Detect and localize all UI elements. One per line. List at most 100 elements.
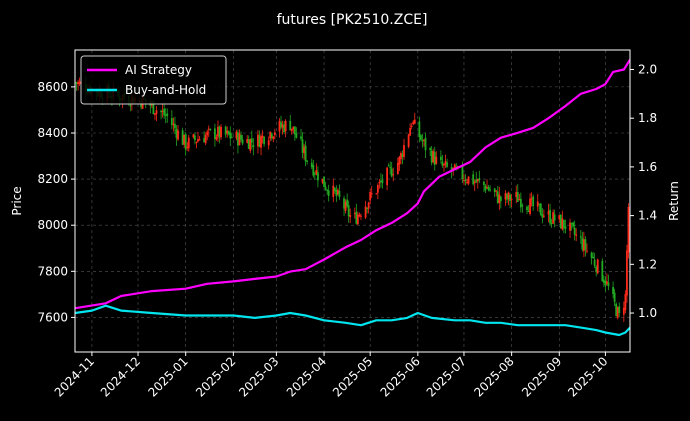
candle-body bbox=[450, 167, 453, 171]
candle-body bbox=[507, 192, 510, 200]
candle-body bbox=[258, 135, 261, 148]
candle-body bbox=[326, 189, 329, 191]
candle-body bbox=[358, 214, 361, 216]
candle-body bbox=[413, 119, 416, 124]
candle-body bbox=[453, 164, 456, 170]
candle-body bbox=[582, 239, 585, 251]
candle-body bbox=[152, 100, 155, 114]
candle-body bbox=[581, 238, 584, 250]
candle-body bbox=[616, 307, 619, 318]
candle-body bbox=[364, 206, 367, 218]
candle-body bbox=[160, 110, 162, 113]
candle-body bbox=[515, 192, 518, 197]
candle-body bbox=[398, 156, 401, 165]
candle-body bbox=[526, 206, 528, 210]
candle-body bbox=[293, 126, 296, 135]
candle-body bbox=[418, 121, 421, 138]
series-line-buy-and-hold bbox=[75, 304, 630, 337]
candle-body bbox=[283, 124, 285, 133]
y2-tick-label: 2.0 bbox=[638, 62, 657, 76]
candle-body bbox=[184, 134, 187, 150]
chart-title: futures [PK2510.ZCE] bbox=[277, 12, 428, 28]
series-line-ai-strategy bbox=[75, 59, 630, 310]
candle-body bbox=[272, 136, 275, 139]
candle-body bbox=[624, 294, 627, 311]
candle-body bbox=[618, 306, 621, 314]
candle-body bbox=[366, 207, 369, 209]
candle-body bbox=[175, 128, 178, 138]
candle-body bbox=[263, 136, 265, 145]
candle-body bbox=[510, 198, 513, 200]
candle-body bbox=[389, 166, 392, 168]
candle-body bbox=[240, 135, 242, 140]
candle-body bbox=[338, 190, 341, 198]
candle-body bbox=[281, 124, 284, 128]
candle-body bbox=[360, 215, 362, 217]
candle-body bbox=[509, 194, 511, 202]
candle-body bbox=[170, 118, 173, 125]
candle-body bbox=[595, 266, 598, 273]
candle-body bbox=[466, 181, 468, 183]
candle-body bbox=[518, 199, 521, 201]
candle-body bbox=[472, 174, 475, 185]
y-tick-label: 8400 bbox=[37, 126, 68, 140]
candle-body bbox=[204, 135, 207, 144]
candle-body bbox=[521, 205, 524, 207]
candle-body bbox=[561, 218, 564, 230]
candle-body bbox=[269, 131, 272, 139]
candle-body bbox=[607, 282, 610, 287]
candle-body bbox=[613, 292, 616, 302]
candle-body bbox=[400, 153, 402, 160]
candle-body bbox=[423, 139, 425, 141]
candle-body bbox=[604, 280, 607, 286]
candle-body bbox=[586, 250, 588, 252]
y-axis-label: Price bbox=[10, 186, 24, 215]
legend: AI Strategy Buy-and-Hold bbox=[80, 55, 227, 105]
candle-body bbox=[564, 226, 567, 229]
candle-body bbox=[154, 113, 156, 115]
candle-body bbox=[270, 133, 273, 139]
candle-body bbox=[552, 212, 555, 224]
candle-body bbox=[386, 167, 388, 186]
candle-body bbox=[355, 211, 358, 224]
candle-body bbox=[347, 205, 350, 217]
candle-body bbox=[353, 213, 356, 215]
candle-body bbox=[550, 223, 553, 225]
candle-body bbox=[155, 110, 158, 114]
candle-body bbox=[77, 82, 79, 85]
candle-body bbox=[217, 126, 219, 137]
candle-body bbox=[186, 146, 189, 148]
candle-body bbox=[327, 190, 330, 196]
candle-body bbox=[289, 121, 292, 131]
candle-body bbox=[579, 236, 582, 238]
candle-body bbox=[626, 250, 628, 296]
candle-body bbox=[203, 138, 206, 143]
candle-body bbox=[461, 165, 464, 180]
candle-body bbox=[602, 279, 605, 283]
candle-body bbox=[592, 256, 595, 259]
candle-body bbox=[403, 145, 405, 157]
candle-body bbox=[420, 135, 422, 140]
candle-body bbox=[476, 179, 479, 182]
candle-body bbox=[486, 187, 488, 189]
candle-body bbox=[463, 179, 465, 182]
candle-body bbox=[575, 234, 578, 236]
candle-body bbox=[612, 287, 614, 294]
candle-body bbox=[257, 134, 259, 147]
candle-body bbox=[278, 121, 281, 132]
candle-body bbox=[538, 203, 541, 205]
candle-body bbox=[367, 202, 370, 209]
candle-body bbox=[562, 219, 565, 228]
candle-body bbox=[323, 176, 325, 188]
candle-body bbox=[539, 203, 542, 216]
candle-body bbox=[215, 136, 218, 140]
candle-body bbox=[197, 139, 199, 142]
candle-body bbox=[207, 128, 210, 130]
candle-body bbox=[452, 167, 455, 169]
candle-body bbox=[410, 125, 413, 127]
candle-body bbox=[572, 222, 575, 227]
candle-body bbox=[166, 113, 169, 117]
candle-body bbox=[593, 259, 596, 266]
candle-body bbox=[380, 180, 382, 182]
candle-body bbox=[226, 130, 229, 134]
